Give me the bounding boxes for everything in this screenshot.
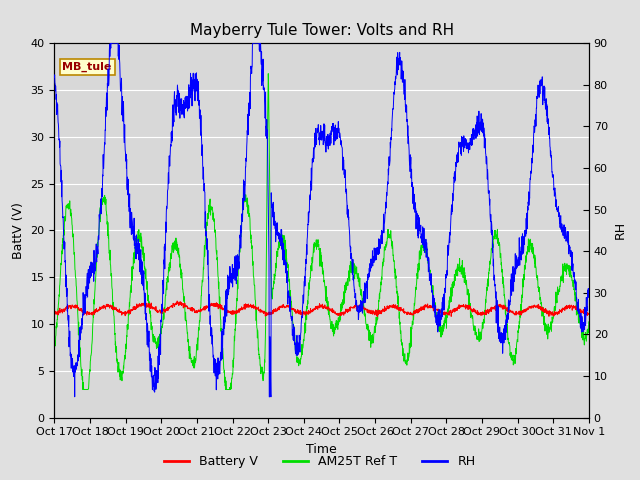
Y-axis label: RH: RH [613,221,627,240]
Text: MB_tule: MB_tule [63,62,112,72]
X-axis label: Time: Time [306,443,337,456]
Title: Mayberry Tule Tower: Volts and RH: Mayberry Tule Tower: Volts and RH [189,23,454,38]
Legend: Battery V, AM25T Ref T, RH: Battery V, AM25T Ref T, RH [159,450,481,473]
Y-axis label: BattV (V): BattV (V) [12,202,25,259]
